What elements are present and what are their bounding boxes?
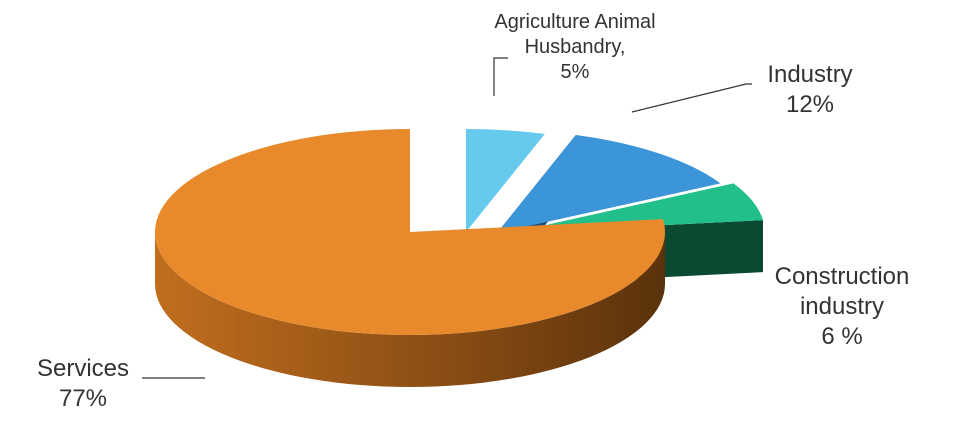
label-industry-value: 12% (785, 91, 835, 118)
label-agriculture-value: 5% (560, 61, 590, 83)
label-construction-line-2: industry (799, 293, 885, 320)
leader-agriculture (493, 57, 508, 96)
leader-industry (631, 83, 752, 113)
label-agriculture-line-1: Agriculture Animal (494, 11, 656, 33)
label-industry: Industry 12% (740, 60, 880, 120)
slice-industry-top (497, 135, 721, 233)
slice-agri (466, 128, 545, 232)
slice-construction-top (510, 183, 763, 233)
slice-agri-top (466, 128, 545, 232)
slice-services-top (155, 129, 666, 335)
label-industry-line-1: Industry (767, 61, 853, 88)
label-services-line-1: Services (36, 355, 130, 382)
slice-services-side (155, 232, 665, 387)
label-construction-line-1: Construction (774, 263, 910, 290)
label-services-value: 77% (58, 385, 108, 412)
label-construction: Construction industry 6 % (752, 262, 932, 352)
label-agriculture: Agriculture Animal Husbandry, 5% (455, 10, 695, 85)
label-construction-value: 6 % (821, 323, 863, 350)
slice-services (155, 129, 666, 387)
label-agriculture-line-2: Husbandry, (524, 36, 626, 58)
label-services: Services 77% (18, 354, 148, 414)
